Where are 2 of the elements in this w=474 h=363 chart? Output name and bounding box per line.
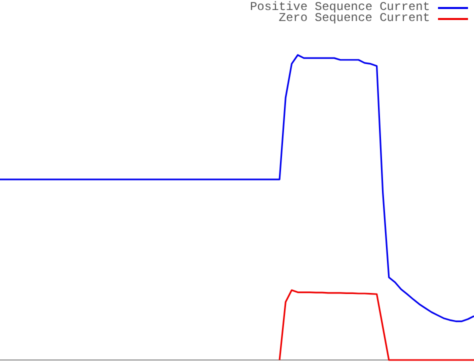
legend-label: Positive Sequence Current <box>250 0 430 14</box>
legend-label: Zero Sequence Current <box>278 11 430 25</box>
